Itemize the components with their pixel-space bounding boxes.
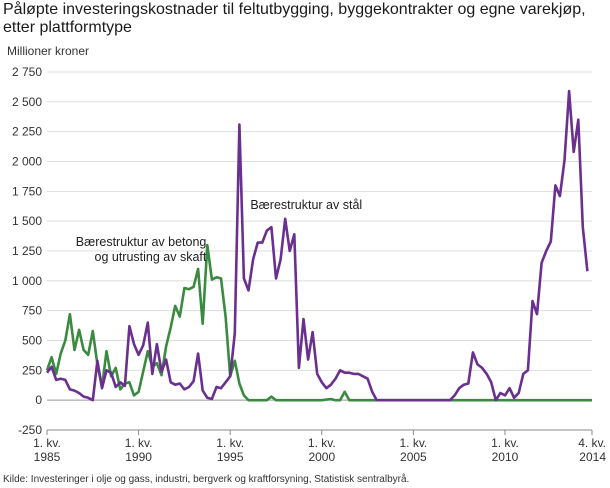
y-tick-label: 1 500 bbox=[12, 214, 42, 228]
x-tick-label-line2: 2000 bbox=[308, 450, 335, 464]
y-tick-label: 2 000 bbox=[12, 155, 42, 169]
x-tick-label-line2: 2005 bbox=[400, 450, 427, 464]
y-tick-label: 1 000 bbox=[12, 274, 42, 288]
y-tick-label: 1 750 bbox=[12, 184, 42, 198]
x-tick-label-line1: 1. kv. bbox=[216, 436, 244, 450]
chart-title: Påløpte investeringskostnader til feltut… bbox=[3, 1, 586, 36]
y-tick-label: 2 750 bbox=[12, 65, 42, 79]
y-axis-unit-label: Millioner kroner bbox=[7, 44, 90, 58]
x-tick-label-line2: 1995 bbox=[217, 450, 244, 464]
series-label-0-line0: Bærestruktur av betong bbox=[76, 235, 207, 249]
x-tick-label-line1: 1. kv. bbox=[125, 436, 153, 450]
source-note: Kilde: Investeringer i olje og gass, ind… bbox=[3, 474, 410, 485]
y-tick-label: 0 bbox=[35, 393, 42, 407]
series-label-0-line1: og utrusting av skaft bbox=[95, 250, 207, 264]
x-tick-label-line2: 1990 bbox=[125, 450, 152, 464]
x-tick-label-line1: 1. kv. bbox=[33, 436, 61, 450]
x-tick-label-line2: 2010 bbox=[492, 450, 519, 464]
y-tick-label: 2 250 bbox=[12, 125, 42, 139]
y-tick-label: 1 250 bbox=[12, 244, 42, 258]
y-tick-label: 750 bbox=[22, 304, 42, 318]
series-label-1-line0: Bærestruktur av stål bbox=[250, 198, 362, 212]
y-axis-ticks: -250 0 250 500 750 1 000 1 250 1 500 1 750 2 000 2… bbox=[12, 65, 42, 437]
x-tick-label-line2: 1985 bbox=[34, 450, 61, 464]
series-lines bbox=[45, 89, 592, 402]
x-tick-label-line2: 2014 bbox=[579, 450, 606, 464]
y-tick-label: 500 bbox=[22, 334, 42, 348]
series-line-1 bbox=[45, 89, 589, 402]
x-tick-label-line1: 1. kv. bbox=[308, 436, 336, 450]
y-tick-label: -250 bbox=[18, 423, 42, 437]
x-tick-label-line1: 4. kv. bbox=[578, 436, 606, 450]
y-tick-label: 250 bbox=[22, 363, 42, 377]
x-tick-label-line1: 1. kv. bbox=[491, 436, 519, 450]
x-tick-label-line1: 1. kv. bbox=[399, 436, 427, 450]
y-tick-label: 2 500 bbox=[12, 95, 42, 109]
